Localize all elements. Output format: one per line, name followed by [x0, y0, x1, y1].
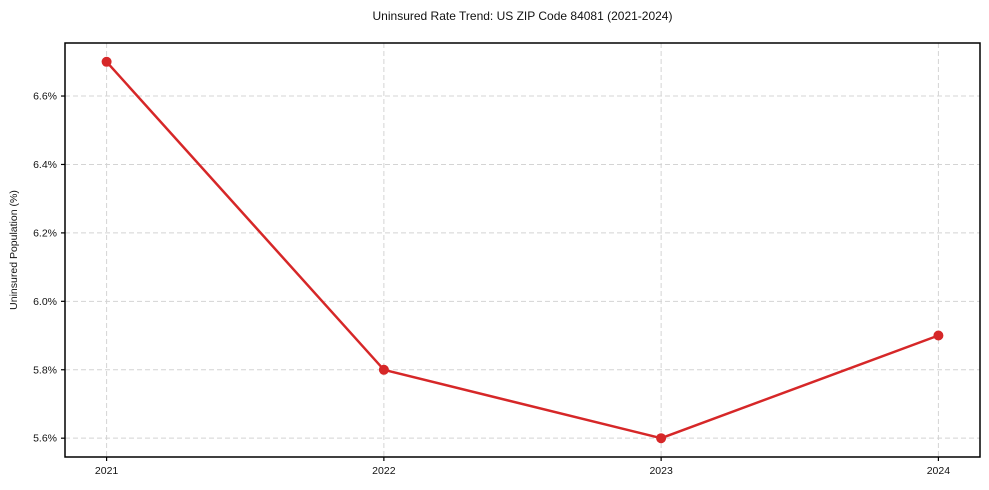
- x-tick-label: 2023: [649, 465, 673, 477]
- plot-frame: [64, 42, 981, 458]
- y-tick-label: 5.6%: [33, 433, 57, 445]
- y-tick-label: 6.0%: [33, 296, 57, 308]
- data-point-marker: [101, 56, 112, 67]
- y-tick-label: 6.2%: [33, 227, 57, 239]
- y-tick-label: 6.6%: [33, 91, 57, 103]
- x-tick-label: 2021: [95, 465, 119, 477]
- x-tick-label: 2024: [927, 465, 951, 477]
- data-point-marker: [933, 330, 944, 341]
- data-point-marker: [378, 364, 389, 375]
- trend-line: [105, 60, 940, 440]
- x-tick-label: 2022: [372, 465, 396, 477]
- y-tick-label: 5.8%: [33, 364, 57, 376]
- data-point-marker: [656, 433, 667, 444]
- chart-title: Uninsured Rate Trend: US ZIP Code 84081 …: [372, 9, 673, 23]
- y-tick-label: 6.4%: [33, 159, 57, 171]
